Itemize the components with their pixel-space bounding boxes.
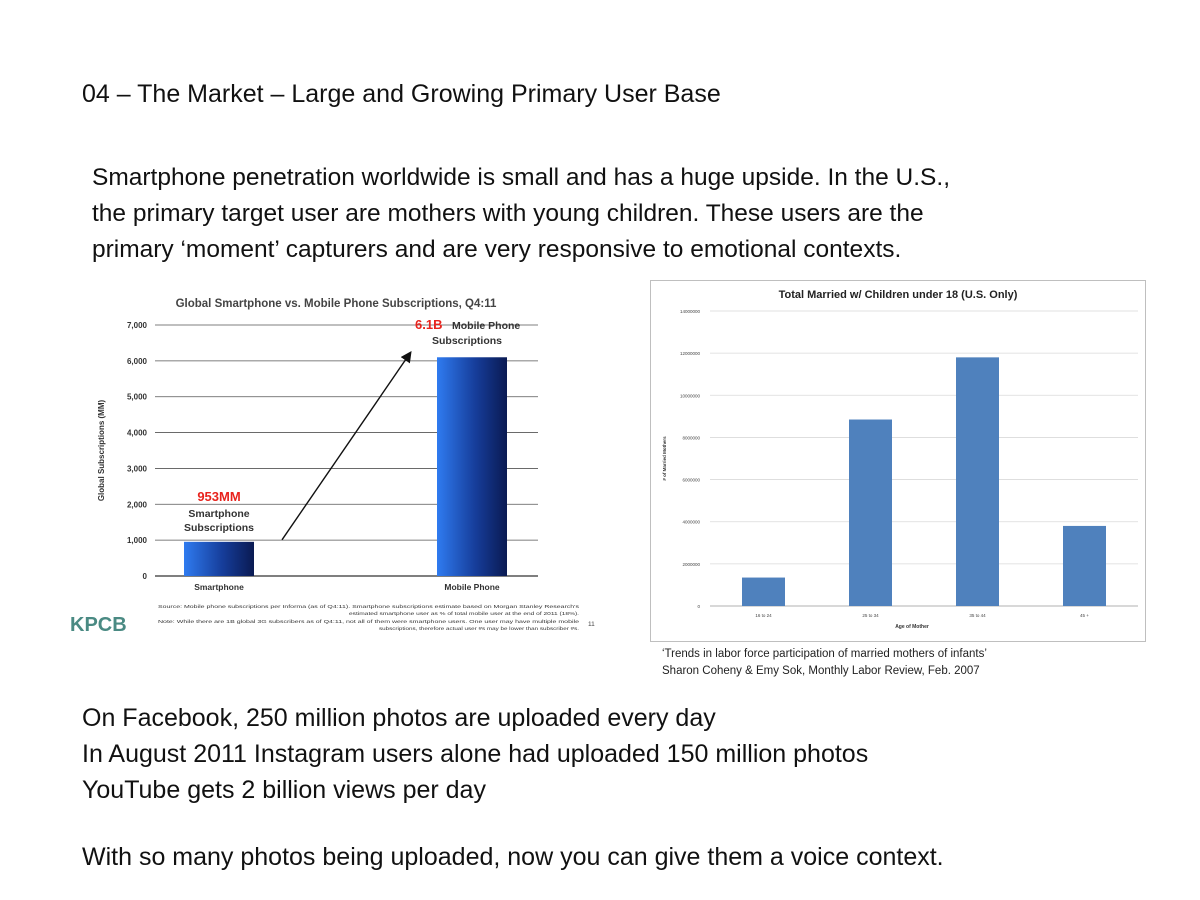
- y-tick-label: 5,000: [127, 393, 148, 402]
- y-tick-label: 12000000: [680, 351, 701, 356]
- annotation-label: Mobile Phone: [452, 320, 520, 332]
- y-tick-label: 6,000: [127, 357, 148, 366]
- bar: [1063, 525, 1106, 606]
- x-tick-label: Mobile Phone: [444, 582, 500, 592]
- y-tick-label: 8000000: [682, 435, 700, 440]
- intro-line: Smartphone penetration worldwide is smal…: [92, 164, 951, 191]
- y-tick-label: 0: [143, 572, 148, 581]
- x-tick-label: 25 to 34: [862, 613, 879, 618]
- y-tick-label: 4,000: [127, 429, 148, 438]
- stat-line: On Facebook, 250 million photos are uplo…: [82, 704, 716, 732]
- source-line: Source: Mobile phone subscriptions per I…: [158, 604, 580, 609]
- married-mothers-chart: Total Married w/ Children under 18 (U.S.…: [650, 280, 1146, 642]
- citation-line: ‘Trends in labor force participation of …: [662, 648, 987, 660]
- smartphone-vs-mobile-chart: Global Smartphone vs. Mobile Phone Subsc…: [70, 298, 595, 636]
- y-tick-label: 2000000: [682, 562, 700, 567]
- annotation-label: Subscriptions: [432, 335, 502, 347]
- annotation-value: 953MM: [197, 489, 240, 504]
- annotation-label: Subscriptions: [184, 522, 254, 534]
- bar: [742, 577, 785, 606]
- page-number: 11: [588, 621, 595, 628]
- y-tick-label: 6000000: [682, 478, 700, 483]
- x-tick-label: Smartphone: [194, 582, 244, 592]
- intro-paragraph: Smartphone penetration worldwide is smal…: [92, 160, 1102, 268]
- slide-title: 04 – The Market – Large and Growing Prim…: [82, 80, 721, 108]
- y-tick-label: 14000000: [680, 309, 701, 314]
- annotation-value: 6.1B: [415, 317, 442, 332]
- closing-statement: With so many photos being uploaded, now …: [82, 843, 944, 871]
- y-tick-label: 2,000: [127, 500, 148, 509]
- x-tick-label: 16 to 24: [755, 613, 772, 618]
- intro-line: the primary target user are mothers with…: [92, 200, 924, 227]
- stat-line: YouTube gets 2 billion views per day: [82, 776, 486, 804]
- bar: [956, 357, 999, 606]
- y-tick-label: 3,000: [127, 464, 148, 473]
- x-tick-label: 35 to 44: [969, 613, 986, 618]
- bar: [184, 541, 254, 576]
- citation-line: Sharon Coheny & Emy Sok, Monthly Labor R…: [662, 665, 980, 677]
- kpcb-logo: KPCB: [70, 614, 127, 636]
- x-tick-label: 45 +: [1080, 613, 1089, 618]
- stats-list: On Facebook, 250 million photos are uplo…: [82, 700, 868, 808]
- y-axis-label: Global Subscriptions (MM): [97, 400, 106, 502]
- y-tick-label: 10000000: [680, 393, 701, 398]
- chart-source-note: Source: Mobile phone subscriptions per I…: [158, 604, 580, 631]
- source-line: estimated smartphone user as % of total …: [349, 611, 579, 616]
- intro-line: primary ‘moment’ capturers and are very …: [92, 236, 902, 263]
- y-tick-label: 4000000: [682, 520, 700, 525]
- y-tick-label: 7,000: [127, 321, 148, 330]
- y-tick-label: 1,000: [127, 536, 148, 545]
- bar: [849, 419, 892, 606]
- chart-citation: ‘Trends in labor force participation of …: [662, 646, 987, 680]
- y-tick-label: 0: [697, 604, 700, 609]
- growth-arrow: [281, 350, 412, 541]
- source-line: subscriptions, therefore actual user #s …: [379, 626, 579, 631]
- source-line: Note: While there are 1B global 3G subsc…: [158, 619, 580, 624]
- annotation-label: Smartphone: [188, 508, 249, 520]
- bar: [437, 357, 507, 576]
- y-axis-label: # of Married Mothers: [662, 436, 667, 481]
- chart-title: Global Smartphone vs. Mobile Phone Subsc…: [176, 298, 497, 310]
- stat-line: In August 2011 Instagram users alone had…: [82, 740, 869, 768]
- x-axis-label: Age of Mother: [895, 624, 929, 630]
- chart-title: Total Married w/ Children under 18 (U.S.…: [779, 289, 1018, 301]
